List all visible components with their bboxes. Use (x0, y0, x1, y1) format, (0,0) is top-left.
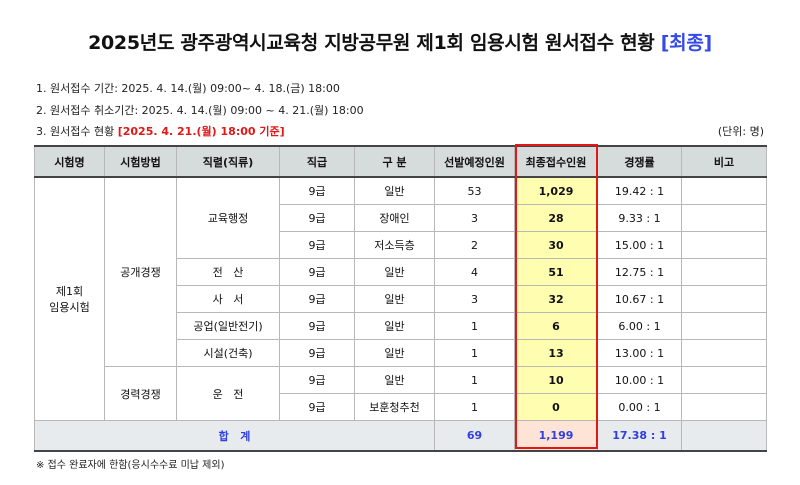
header-received: 최종접수인원 (514, 145, 598, 178)
category-cell: 일반 (354, 312, 435, 340)
grade-cell: 9급 (279, 204, 355, 232)
header-exam: 시험명 (34, 145, 105, 178)
info-cancel-period: 2. 원서접수 취소기간: 2025. 4. 14.(월) 09:00 ~ 4.… (36, 104, 364, 117)
total-row: 합 계 69 1,199 17.38 : 1 (34, 420, 767, 452)
category-cell: 보훈청추천 (354, 393, 435, 421)
page-title: 2025년도 광주광역시교육청 지방공무원 제1회 임용시험 원서접수 현황 [… (0, 28, 800, 55)
planned-cell: 2 (434, 231, 515, 259)
info-application-period: 1. 원서접수 기간: 2025. 4. 14.(월) 09:00~ 4. 18… (36, 82, 340, 95)
header-planned: 선발예정인원 (434, 145, 515, 178)
category-cell: 장애인 (354, 204, 435, 232)
received-cell: 10 (514, 366, 598, 394)
ratio-cell: 9.33 : 1 (597, 204, 682, 232)
category-cell: 일반 (354, 258, 435, 286)
table-row: 경력경쟁 운 전 9급 일반 1 10 10.00 : 1 (35, 366, 767, 421)
series-edu-admin-cell: 교육행정 (176, 176, 280, 259)
info-status-label: 3. 원서접수 현황 (36, 125, 118, 138)
category-cell: 일반 (354, 339, 435, 367)
header-method: 시험방법 (104, 145, 177, 178)
table-row: 제1회 임용시험 공개경쟁 교육행정 9급 일반 53 1,029 19.42 … (34, 176, 767, 421)
grade-cell: 9급 (279, 339, 355, 367)
note-cell (681, 312, 767, 340)
series-facility-cell: 시설(건축) (176, 339, 280, 367)
table-row: 전 산 9급 일반 4 51 12.75 : 1 (35, 258, 767, 286)
planned-cell: 4 (434, 258, 515, 286)
ratio-cell: 13.00 : 1 (597, 339, 682, 367)
planned-cell: 53 (434, 176, 515, 205)
series-industrial-cell: 공업(일반전기) (176, 312, 280, 340)
unit-label: (단위: 명) (717, 125, 764, 138)
ratio-cell: 0.00 : 1 (597, 393, 682, 421)
header-note: 비고 (681, 145, 767, 178)
series-clerical-cell: 사 서 (176, 285, 280, 313)
total-note (681, 420, 767, 452)
ratio-cell: 15.00 : 1 (597, 231, 682, 259)
series-driving-cell: 운 전 (176, 366, 280, 421)
grade-cell: 9급 (279, 258, 355, 286)
header-series: 직렬(직류) (176, 145, 280, 178)
total-ratio: 17.38 : 1 (597, 420, 682, 452)
grade-cell: 9급 (279, 312, 355, 340)
table-row: 9급 장애인 3 28 9.33 : 1 (35, 204, 767, 232)
received-cell: 1,029 (514, 176, 598, 205)
total-label: 합 계 (34, 420, 435, 452)
total-received: 1,199 (514, 420, 598, 452)
planned-cell: 1 (434, 366, 515, 394)
received-cell: 6 (514, 312, 598, 340)
note-cell (681, 204, 767, 232)
category-cell: 저소득층 (354, 231, 435, 259)
series-computing-cell: 전 산 (176, 258, 280, 286)
info-status: 3. 원서접수 현황 [2025. 4. 21.(월) 18:00 기준] (36, 123, 285, 139)
header-ratio: 경쟁률 (597, 145, 682, 178)
ratio-cell: 12.75 : 1 (597, 258, 682, 286)
table-row: 9급 보훈청추천 1 0 0.00 : 1 (35, 393, 767, 421)
planned-cell: 1 (434, 393, 515, 421)
total-planned: 69 (434, 420, 515, 452)
received-cell: 30 (514, 231, 598, 259)
grade-cell: 9급 (279, 366, 355, 394)
note-cell (681, 339, 767, 367)
note-cell (681, 393, 767, 421)
method-career-cell: 경력경쟁 (104, 366, 177, 421)
table-header-row: 시험명 시험방법 직렬(직류) 직급 구 분 선발예정인원 최종접수인원 경쟁률… (34, 145, 767, 178)
category-cell: 일반 (354, 285, 435, 313)
status-table: 시험명 시험방법 직렬(직류) 직급 구 분 선발예정인원 최종접수인원 경쟁률… (34, 145, 767, 452)
note-cell (681, 176, 767, 205)
planned-cell: 3 (434, 204, 515, 232)
note-cell (681, 231, 767, 259)
footnote: ※ 접수 완료자에 한함(응시수수료 미납 제외) (36, 460, 225, 471)
ratio-cell: 19.42 : 1 (597, 176, 682, 205)
table-row: 사 서 9급 일반 3 32 10.67 : 1 (35, 285, 767, 313)
note-cell (681, 366, 767, 394)
planned-cell: 1 (434, 339, 515, 367)
category-cell: 일반 (354, 176, 435, 205)
note-cell (681, 258, 767, 286)
grade-cell: 9급 (279, 231, 355, 259)
table-row: 9급 저소득층 2 30 15.00 : 1 (35, 231, 767, 259)
header-grade: 직급 (279, 145, 355, 178)
received-cell: 32 (514, 285, 598, 313)
ratio-cell: 10.67 : 1 (597, 285, 682, 313)
ratio-cell: 10.00 : 1 (597, 366, 682, 394)
title-main: 2025년도 광주광역시교육청 지방공무원 제1회 임용시험 원서접수 현황 (88, 32, 655, 54)
grade-cell: 9급 (279, 285, 355, 313)
received-cell: 13 (514, 339, 598, 367)
grade-cell: 9급 (279, 176, 355, 205)
method-open-cell: 공개경쟁 (104, 176, 177, 367)
planned-cell: 1 (434, 312, 515, 340)
table-row: 공업(일반전기) 9급 일반 1 6 6.00 : 1 (35, 312, 767, 340)
planned-cell: 3 (434, 285, 515, 313)
received-cell: 0 (514, 393, 598, 421)
received-cell: 28 (514, 204, 598, 232)
info-status-date: [2025. 4. 21.(월) 18:00 기준] (117, 125, 285, 138)
ratio-cell: 6.00 : 1 (597, 312, 682, 340)
header-category: 구 분 (354, 145, 435, 178)
title-tag: [최종] (660, 32, 712, 54)
category-cell: 일반 (354, 366, 435, 394)
received-cell: 51 (514, 258, 598, 286)
note-cell (681, 285, 767, 313)
grade-cell: 9급 (279, 393, 355, 421)
exam-name-cell: 제1회 임용시험 (34, 176, 105, 421)
